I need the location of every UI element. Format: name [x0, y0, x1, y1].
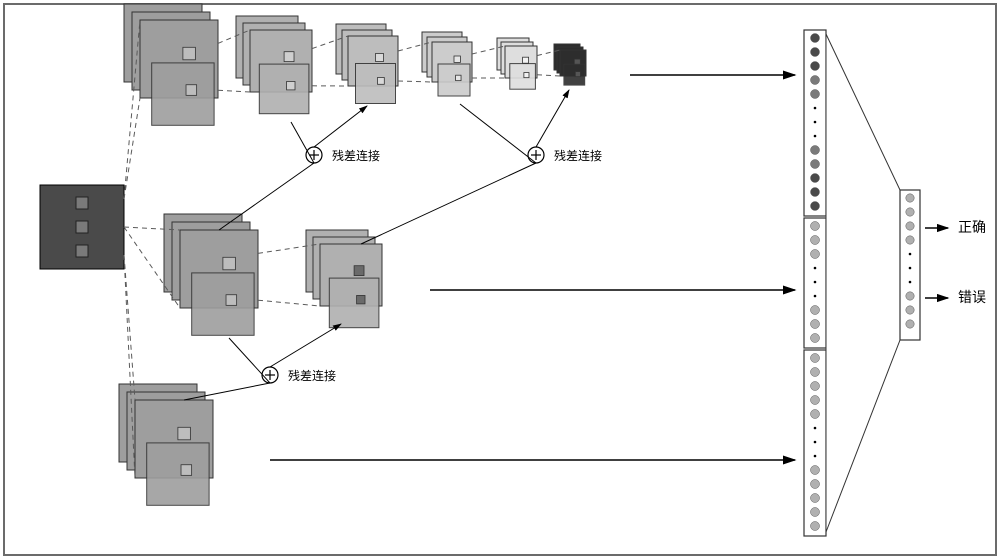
residual-add-icon: [528, 147, 544, 163]
branch1-stage-4: [497, 38, 537, 89]
feature-vector-seg3: [804, 350, 826, 536]
connection-line: [536, 90, 569, 147]
dashed-connector: [398, 81, 432, 82]
branch2-stage-1: [306, 230, 382, 328]
input-block: [40, 185, 124, 269]
output-vector: [900, 190, 920, 340]
connection-line: [270, 324, 341, 367]
label-correct: 正确: [958, 219, 986, 235]
dashed-connector: [218, 90, 250, 92]
dashed-connector: [258, 300, 320, 306]
branch1-stage-3: [422, 32, 472, 96]
residual-add-icon: [306, 147, 322, 163]
connection-line: [229, 338, 270, 383]
branch1-stage-2: [336, 24, 398, 104]
branch1-stage-1: [236, 16, 312, 114]
residual-add-icon: [262, 367, 278, 383]
residual-label: 残差连接: [554, 148, 602, 163]
dashed-connector: [124, 98, 140, 199]
fc-layer: [826, 34, 900, 532]
feature-vector-seg2: [804, 218, 826, 348]
branch2-stage-0: [164, 214, 258, 335]
connection-line: [314, 106, 367, 147]
dashed-connector: [124, 255, 135, 400]
connection-line: [361, 163, 536, 244]
diagram-canvas: 残差连接残差连接残差连接正确错误: [0, 0, 1000, 559]
connection-line: [291, 122, 314, 163]
connection-line: [219, 163, 314, 230]
dashed-connector: [537, 75, 560, 76]
connection-line: [460, 104, 536, 163]
residual-label: 残差连接: [332, 148, 380, 163]
feature-vector-seg1: [804, 30, 826, 216]
residual-label: 残差连接: [288, 368, 336, 383]
label-wrong: 错误: [958, 289, 986, 305]
